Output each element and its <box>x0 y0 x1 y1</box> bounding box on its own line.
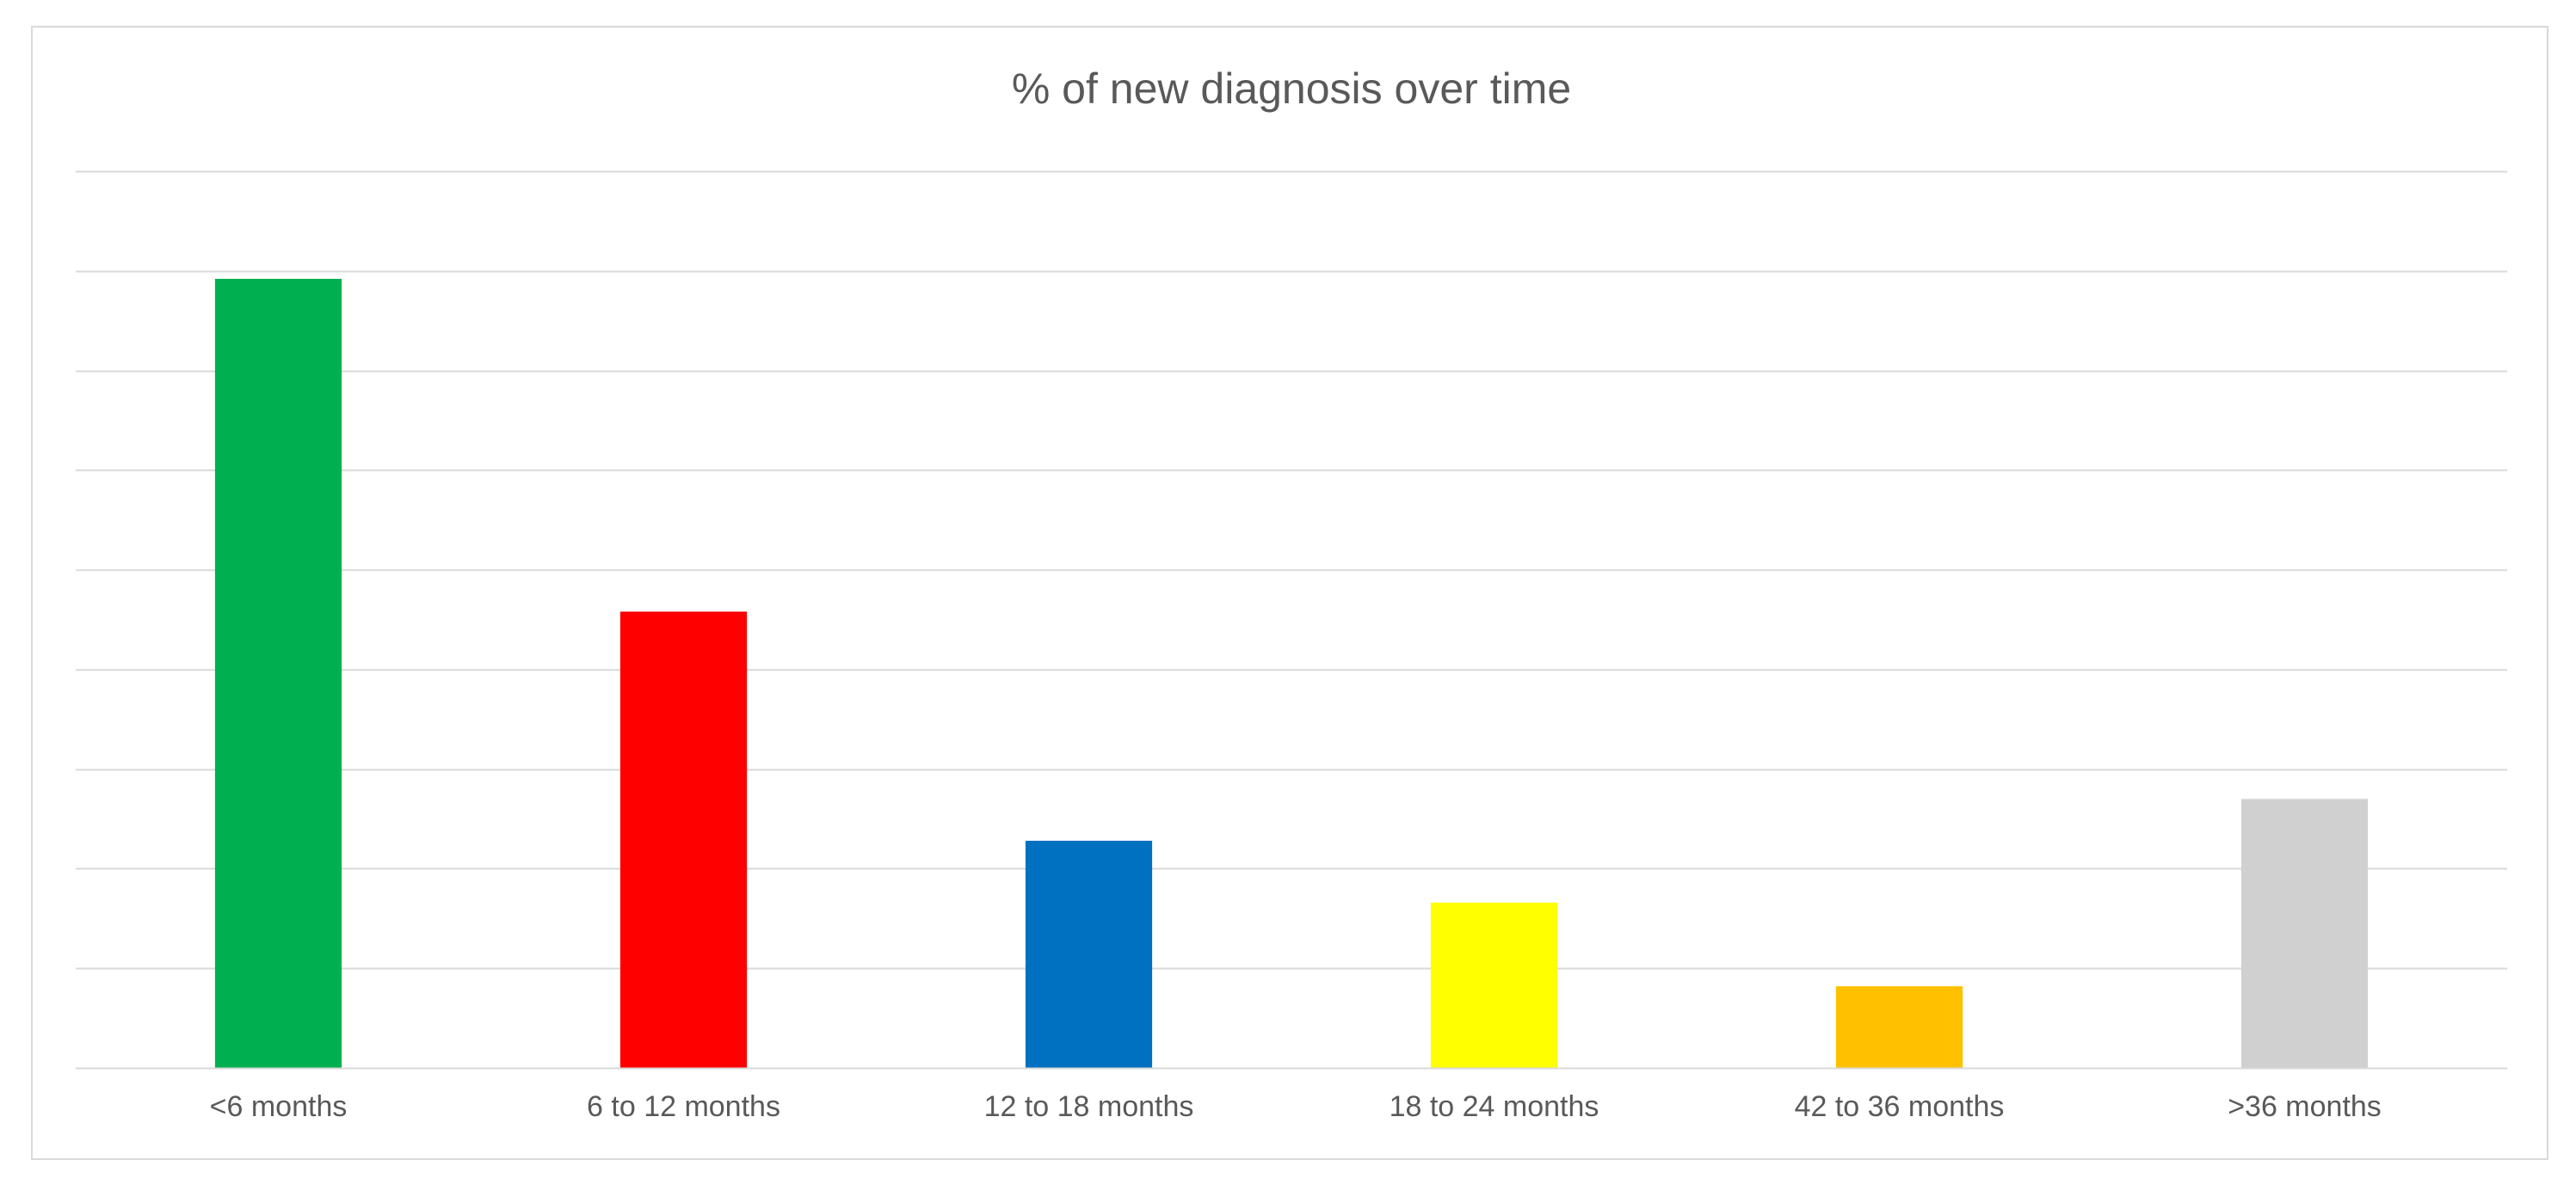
x-tick-label: <6 months <box>210 1090 348 1123</box>
bar-chart: % of new diagnosis over time <6 months 6 … <box>76 65 2507 1123</box>
bar-1 <box>214 279 342 1068</box>
gridlines <box>76 170 2507 970</box>
chart-title: % of new diagnosis over time <box>1012 65 1571 113</box>
bar-2 <box>619 611 748 1068</box>
x-tick-label: 6 to 12 months <box>587 1090 780 1123</box>
x-tick-label: 42 to 36 months <box>1795 1090 2005 1123</box>
x-tick-label: >36 months <box>2228 1090 2382 1123</box>
bars <box>214 279 2369 1068</box>
bar-6 <box>2240 799 2369 1068</box>
x-tick-labels: <6 months 6 to 12 months 12 to 18 months 18… <box>210 1090 2382 1123</box>
chart-frame: % of new diagnosis over time <6 months 6 … <box>31 26 2548 1160</box>
x-tick-label: 12 to 18 months <box>984 1090 1194 1123</box>
bar-4 <box>1430 902 1558 1068</box>
x-tick-label: 18 to 24 months <box>1390 1090 1599 1123</box>
bar-3 <box>1025 841 1153 1068</box>
bar-5 <box>1835 986 1963 1068</box>
